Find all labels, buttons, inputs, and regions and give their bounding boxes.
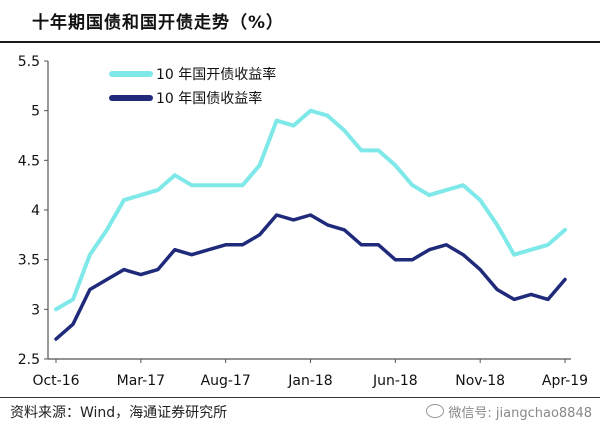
legend-label: 10 年国债收益率 [156, 90, 262, 107]
y-tick-label: 4.5 [18, 153, 40, 169]
wechat-icon [426, 404, 445, 418]
x-tick-label: Oct-16 [32, 373, 79, 389]
y-tick-label: 3.5 [18, 253, 40, 269]
chart-axes: 2.5 3 3.5 4 4.5 5 5.5 Oct-16 Mar-17 Aug-17 Jan-18 J… [18, 54, 588, 389]
source-note: 资料来源：Wind，海通证券研究所 [10, 405, 228, 421]
footer-divider [0, 397, 600, 398]
chart-lines [54, 108, 567, 341]
y-tick-label: 3 [31, 302, 40, 318]
watermark-text: 微信号: jiangchao8848 [448, 406, 592, 421]
y-tick-label: 5 [31, 104, 40, 120]
series-line-cdb-yield [54, 108, 567, 312]
x-tick-label: Mar-17 [117, 373, 165, 389]
x-tick-label: Apr-19 [542, 373, 588, 389]
legend-label: 10 年国开债收益率 [156, 66, 276, 83]
x-tick-label: Jun-18 [372, 373, 418, 389]
chart-legend: 10 年国开债收益率 10 年国债收益率 [109, 66, 276, 107]
title-divider [0, 41, 600, 43]
x-tick-label: Aug-17 [201, 373, 251, 389]
x-tick-label: Jan-18 [287, 373, 332, 389]
y-tick-label: 5.5 [18, 54, 40, 70]
chart-title: 十年期国债和国开债走势（%） [32, 13, 285, 33]
x-tick-label: Nov-18 [455, 373, 505, 389]
y-tick-label: 2.5 [18, 352, 40, 368]
y-tick-label: 4 [31, 203, 40, 219]
watermark: 微信号: jiangchao8848 [426, 402, 592, 421]
series-line-treasury-yield [54, 213, 567, 341]
